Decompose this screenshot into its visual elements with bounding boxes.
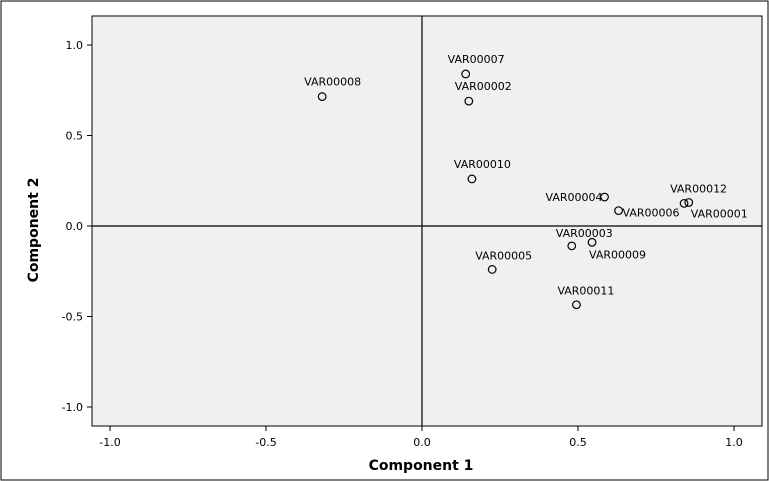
point-marker (317, 92, 327, 101)
point-label: VAR00004 (546, 191, 603, 204)
point-marker (464, 96, 474, 106)
point-marker (679, 198, 689, 208)
point-marker (684, 198, 694, 207)
reference-lines (92, 16, 762, 426)
point-marker (567, 241, 577, 251)
point-label: VAR00003 (556, 227, 613, 240)
point-label: VAR00012 (670, 182, 727, 195)
axis-ticks: -1.0 -0.5 0.0 0.5 1.0 1.0 0.5 0.0 -0.5 -1.0 (62, 39, 743, 449)
point-label: VAR00011 (557, 285, 614, 298)
point-marker (461, 69, 471, 79)
point-label: VAR00007 (448, 53, 505, 66)
x-tick-label: -0.5 (255, 436, 276, 449)
point-label: VAR00006 (623, 207, 680, 220)
x-tick-label: 1.0 (725, 436, 743, 449)
x-axis-title: Component 1 (369, 458, 474, 474)
point-marker (572, 300, 581, 310)
point-label: VAR00010 (454, 158, 511, 171)
y-tick-label: 0.5 (66, 130, 84, 143)
y-tick-label: -1.0 (62, 401, 83, 414)
x-tick-label: -1.0 (99, 436, 120, 449)
point-label: VAR00009 (589, 248, 646, 261)
point-label: VAR00002 (455, 80, 512, 93)
y-axis-title: Component 2 (26, 178, 42, 283)
point-label: VAR00001 (691, 207, 748, 220)
point-marker (600, 192, 609, 202)
point-marker (587, 237, 597, 247)
data-points: VAR00001 VAR00002 VAR00003 VAR00004 VAR00005… (304, 53, 748, 310)
y-tick-label: -0.5 (62, 311, 83, 324)
x-tick-label: 0.0 (413, 436, 431, 449)
plot-area (91, 15, 763, 427)
point-marker (467, 174, 477, 184)
point-label: VAR00008 (304, 76, 361, 89)
y-tick-label: 0.0 (66, 220, 84, 233)
point-label: VAR00005 (475, 249, 532, 262)
x-tick-label: 0.5 (569, 436, 587, 449)
point-marker (614, 206, 623, 216)
point-marker (487, 265, 497, 274)
y-tick-label: 1.0 (66, 39, 84, 52)
